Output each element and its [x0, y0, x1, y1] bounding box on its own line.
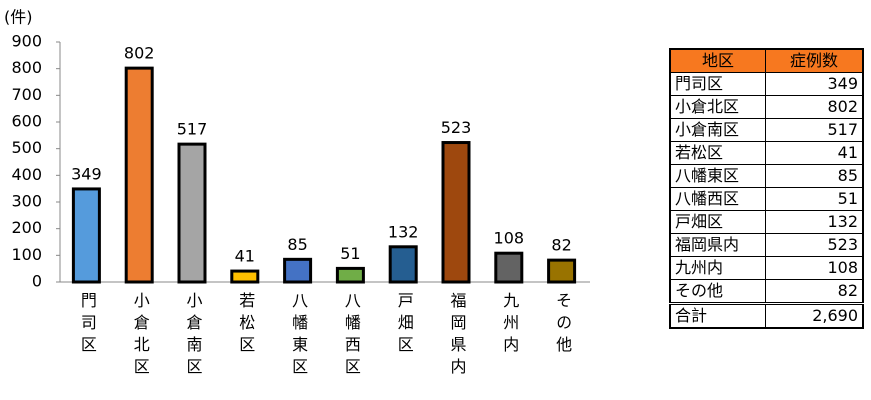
table-cell: 802	[765, 95, 864, 119]
table-cell: 地区	[669, 48, 766, 73]
x-tick-label: 戸畑区	[395, 292, 414, 358]
data-label: 108	[494, 229, 525, 248]
table-cell: 517	[765, 118, 864, 142]
table-cell: 福岡県内	[669, 233, 766, 257]
table-row: 門司区 349	[669, 72, 864, 96]
y-tick-label: 800	[11, 58, 42, 77]
data-label: 523	[441, 118, 472, 137]
y-axis-label: (件)	[4, 8, 33, 27]
data-label: 517	[177, 120, 208, 139]
table-cell: 九州内	[669, 256, 766, 280]
table-cell: 小倉南区	[669, 118, 766, 142]
chart: (件) 0 100 200 300 400 500 600 700 800 900 門司区 349 小倉…	[4, 8, 590, 380]
x-tick-label: 八幡東区	[289, 292, 308, 380]
bar	[388, 245, 418, 284]
data-label: 41	[235, 247, 255, 266]
table-cell: その他	[669, 279, 766, 304]
table-cell: 門司区	[669, 72, 766, 96]
table-row: 小倉北区 802	[669, 95, 864, 119]
table-row: 小倉南区 517	[669, 118, 864, 142]
table-cell: 症例数	[765, 48, 864, 73]
x-tick-label: 八幡西区	[342, 292, 361, 380]
data-label: 349	[71, 164, 102, 183]
table-cell: 八幡西区	[669, 187, 766, 211]
y-tick-label: 0	[32, 272, 42, 291]
table-row: 八幡東区 85	[669, 164, 864, 188]
table-row: 戸畑区 132	[669, 210, 864, 234]
y-tick-label: 200	[11, 218, 42, 237]
bar	[177, 142, 207, 284]
table-cell: 349	[765, 72, 864, 96]
bar	[335, 266, 365, 284]
bar	[71, 187, 101, 284]
table-row: 八幡西区 51	[669, 187, 864, 211]
y-tick-label: 100	[11, 245, 42, 264]
table-cell: 523	[765, 233, 864, 257]
y-tick-label: 500	[11, 138, 42, 157]
table-cell: 41	[765, 141, 864, 165]
table-row: その他 82	[669, 279, 864, 304]
bar	[230, 269, 260, 284]
table-cell: 85	[765, 164, 864, 188]
bar	[124, 66, 154, 284]
y-tick-label: 600	[11, 112, 42, 131]
table-cell: 八幡東区	[669, 164, 766, 188]
data-table: 地区 症例数 門司区 349 小倉北区 802 小倉南区 517 若松区 41 八幡東区 85 八幡西区…	[669, 48, 864, 329]
y-tick-label: 300	[11, 192, 42, 211]
data-label: 802	[124, 44, 155, 63]
x-tick-label: 若松区	[236, 292, 255, 358]
y-tick-label: 400	[11, 165, 42, 184]
x-tick-label: 福岡県内	[448, 292, 467, 380]
table-row: 福岡県内 523	[669, 233, 864, 257]
y-tick-label: 700	[11, 85, 42, 104]
table-cell: 若松区	[669, 141, 766, 165]
table-cell: 82	[765, 279, 864, 304]
table-cell: 戸畑区	[669, 210, 766, 234]
table-row: 地区 症例数	[669, 48, 864, 73]
data-label: 132	[388, 222, 419, 241]
data-label: 85	[287, 235, 307, 254]
table-cell: 合計	[669, 302, 766, 329]
table-row: 合計 2,690	[669, 302, 864, 329]
table-cell: 108	[765, 256, 864, 280]
table-row: 若松区 41	[669, 141, 864, 165]
table-cell: 51	[765, 187, 864, 211]
table-row: 九州内 108	[669, 256, 864, 280]
bar	[283, 257, 313, 284]
y-tick-label: 900	[11, 32, 42, 51]
x-tick-label: その他	[553, 292, 572, 358]
data-label: 82	[551, 236, 571, 255]
x-tick-label: 小倉北区	[131, 292, 150, 380]
x-tick-label: 小倉南区	[184, 292, 203, 380]
table-cell: 132	[765, 210, 864, 234]
data-label: 51	[340, 244, 360, 263]
x-tick-label: 九州内	[500, 292, 519, 358]
table-cell: 小倉北区	[669, 95, 766, 119]
bar	[494, 251, 524, 284]
bar	[441, 141, 471, 284]
table-cell: 2,690	[765, 302, 864, 329]
x-tick-label: 門司区	[78, 292, 97, 358]
bar	[547, 258, 577, 284]
